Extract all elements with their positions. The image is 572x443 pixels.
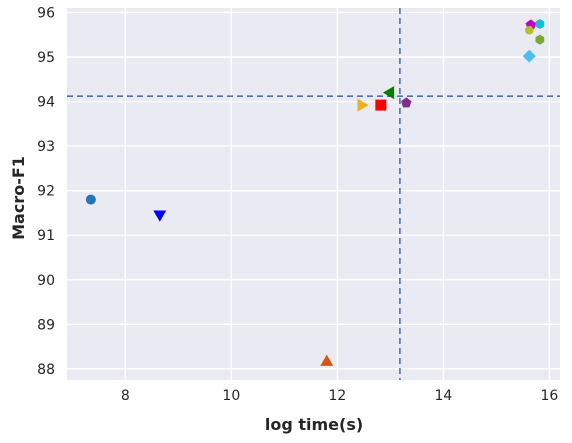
y-axis-label: Macro-F1 [9, 156, 28, 240]
x-tick-labels: 8 10 12 14 16 [121, 388, 559, 404]
x-tick-label: 16 [540, 388, 558, 404]
data-point-octagon [525, 26, 534, 35]
data-point-triangle-up [320, 354, 334, 366]
reference-lines [67, 8, 560, 380]
data-point-hexagon [535, 34, 545, 45]
x-tick-label: 8 [121, 388, 130, 404]
x-axis-label: log time(s) [265, 415, 363, 434]
y-tick-label: 89 [37, 317, 55, 333]
data-point-triangle-left [382, 86, 395, 100]
y-tick-label: 92 [37, 184, 55, 200]
y-tick-label: 90 [37, 273, 55, 289]
y-tick-label: 96 [37, 5, 55, 21]
grid-lines [67, 8, 560, 380]
plot-background [67, 8, 560, 380]
y-tick-label: 94 [37, 95, 55, 111]
data-point-triangle-right [357, 98, 369, 112]
x-tick-label: 14 [434, 388, 452, 404]
data-point-hexagon [535, 19, 545, 30]
data-point-pentagon [401, 97, 412, 108]
y-tick-label: 95 [37, 50, 55, 66]
data-point-triangle-down [153, 210, 167, 222]
y-tick-label: 91 [37, 228, 55, 244]
y-tick-labels: 88 89 90 91 92 93 94 95 96 [37, 5, 55, 377]
data-points [85, 19, 545, 366]
data-point-circle [85, 194, 96, 205]
y-tick-label: 93 [37, 139, 55, 155]
x-tick-label: 12 [328, 388, 346, 404]
x-tick-label: 10 [222, 388, 240, 404]
data-point-square [375, 99, 387, 111]
data-point-diamond [522, 49, 536, 63]
y-tick-label: 88 [37, 362, 55, 378]
